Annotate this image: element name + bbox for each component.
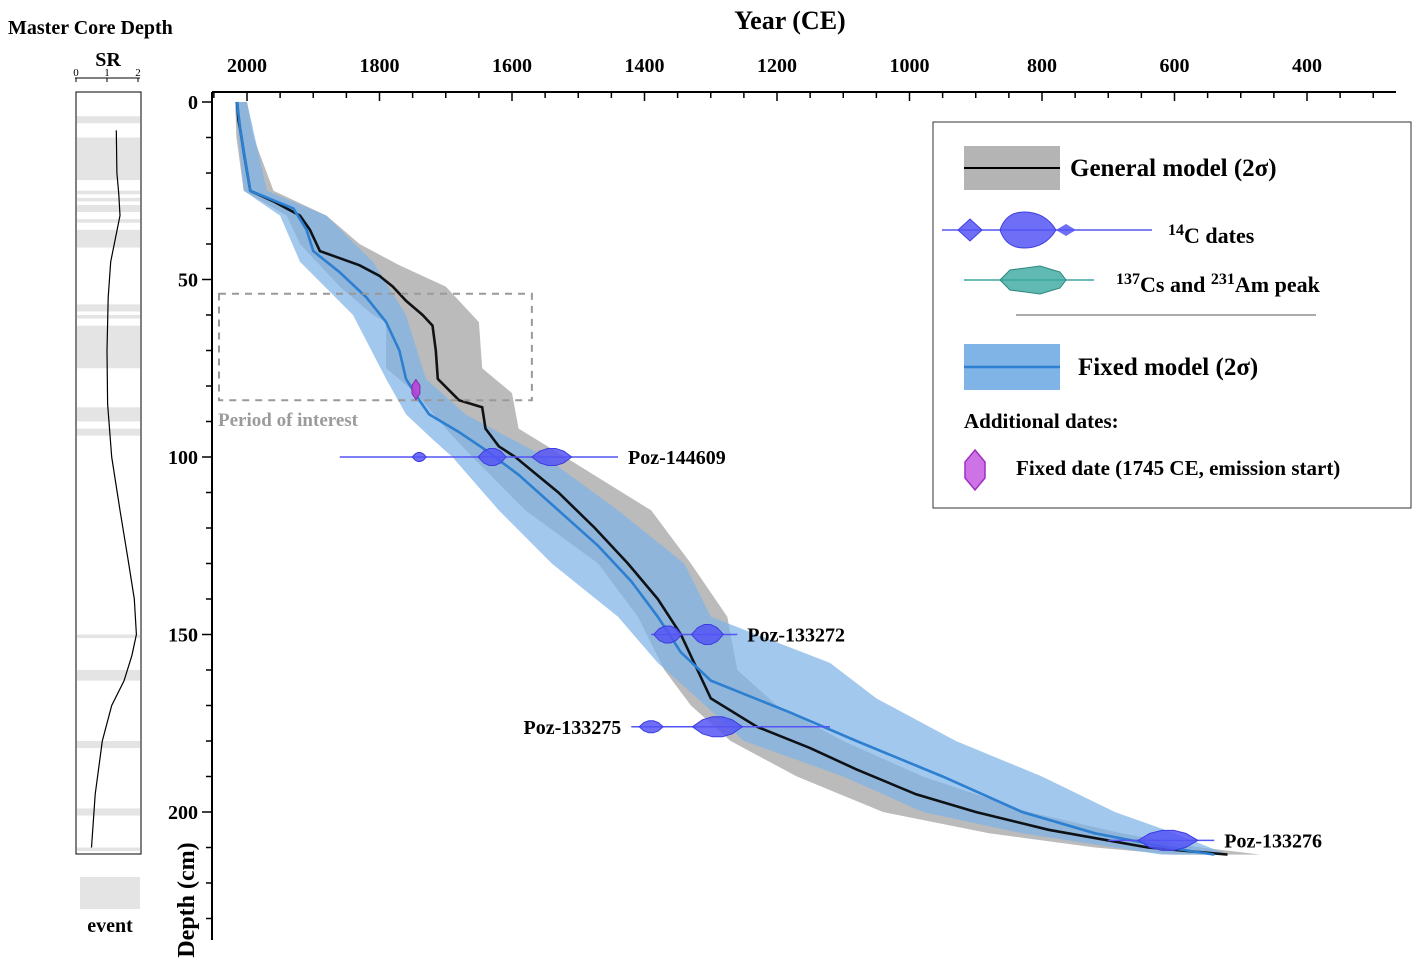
y-axis-title: Depth (cm) (174, 842, 200, 957)
c14-date-probability-lobe (411, 452, 427, 462)
legend-peaks-mid: Cs and (1140, 272, 1211, 297)
c14-date-probability-lobe (477, 448, 507, 466)
event-layer (77, 428, 140, 436)
c14-date-probability-lobe (653, 625, 683, 644)
c14-date-label: Poz-133276 (1224, 830, 1322, 852)
sr-panel-title: Master Core Depth (8, 17, 173, 39)
c14-date-Poz-133272: Poz-133272 (651, 624, 845, 647)
c14-date-label: Poz-133275 (523, 717, 621, 739)
c14-date-label: Poz-144609 (628, 447, 726, 469)
x-tick-label: 1800 (360, 55, 400, 77)
c14-date-probability-lobe (530, 448, 573, 466)
event-legend-label: event (87, 915, 133, 937)
c14-date-probability-lobe (690, 624, 725, 645)
period-of-interest-label: Period of interest (218, 410, 359, 431)
x-tick-label: 1600 (492, 55, 532, 77)
sr-event-layers (77, 116, 140, 852)
legend-additional-dates-label: Additional dates: (964, 409, 1119, 433)
legend-peaks-sup1: 137 (1116, 271, 1140, 288)
sr-x-tick-label: 2 (135, 67, 141, 79)
event-layer (77, 634, 140, 639)
x-tick-label: 1200 (757, 55, 797, 77)
legend-c14-label: 14C dates (1168, 222, 1255, 248)
fixed-date-diamond (411, 378, 421, 401)
sr-panel-frame (75, 91, 142, 855)
model-bands (235, 102, 1261, 855)
legend-general-model-label: General model (2σ) (1070, 155, 1277, 182)
sr-curve (90, 130, 138, 848)
legend-peaks-label: 137Cs and 231Am peak (1116, 271, 1321, 297)
fixed-date-marker (411, 378, 421, 401)
sr-panel-label: SR (95, 49, 121, 71)
event-layer (77, 315, 140, 319)
y-tick-label: 150 (168, 625, 198, 647)
x-tick-label: 800 (1027, 55, 1057, 77)
legend-fixed-model-label: Fixed model (2σ) (1078, 354, 1258, 381)
event-layer (77, 741, 140, 749)
y-tick-label: 100 (168, 447, 198, 469)
event-layer (77, 229, 140, 248)
c14-date-probability-lobe (1136, 829, 1199, 851)
x-tick-label: 600 (1160, 55, 1190, 77)
legend-peak-swatch (964, 265, 1094, 295)
legend-c14-swatch (942, 211, 1152, 249)
c14-dates: Poz-144609 Poz-133272 Poz-133275 Poz-133276 (339, 447, 1322, 852)
legend-peaks-rest: Am peak (1235, 272, 1321, 297)
c14-date-label: Poz-133272 (747, 625, 845, 647)
x-tick-label: 2000 (227, 55, 267, 77)
sr-x-tick-label: 0 (73, 67, 79, 79)
sr-x-ticks: 0 1 2 (73, 67, 141, 82)
event-layer (77, 847, 140, 852)
legend: General model (2σ) 14C dates 137Cs and 2… (932, 121, 1412, 509)
event-legend-swatch (80, 877, 140, 909)
c14-date-Poz-133275: Poz-133275 (523, 716, 830, 739)
x-tick-label: 1000 (890, 55, 930, 77)
event-layer (77, 204, 140, 213)
legend-fixed-date-swatch (964, 448, 986, 492)
legend-peaks-sup2: 231 (1211, 271, 1235, 288)
sr-panel: Master Core Depth SR 0 1 2 event (8, 17, 173, 937)
event-layer (77, 197, 140, 202)
axes: 2000 1800 1600 1400 1200 1000 800 600 400 0 50 100 1… (168, 55, 1396, 940)
y-tick-label: 50 (178, 270, 198, 292)
c14-date-Poz-133276: Poz-133276 (1108, 829, 1322, 852)
general-model-median (235, 101, 1228, 856)
x-tick-label: 400 (1292, 55, 1322, 77)
main-panel: Year (CE) Depth (cm) Period of interest … (168, 6, 1396, 958)
event-layer (77, 137, 140, 181)
c14-date-probability-lobe (638, 720, 664, 734)
legend-c14-sup: 14 (1168, 222, 1184, 239)
x-tick-label: 1400 (625, 55, 665, 77)
event-layer (77, 116, 140, 124)
y-tick-label: 0 (188, 92, 198, 114)
legend-fixed-date-label: Fixed date (1745 CE, emission start) (1016, 456, 1340, 480)
event-layer (77, 808, 140, 816)
event-layer (77, 670, 140, 681)
x-axis-title: Year (CE) (734, 6, 845, 35)
fixed-model-band (235, 102, 1228, 855)
event-layer (77, 219, 140, 223)
period-of-interest-box (218, 292, 533, 402)
y-tick-label: 200 (168, 802, 198, 824)
legend-c14-rest: C dates (1184, 223, 1255, 248)
event-layer (77, 190, 140, 195)
event-layer (77, 325, 140, 369)
c14-date-probability-lobe (691, 716, 744, 738)
c14-date-Poz-144609: Poz-144609 (339, 447, 726, 469)
sr-x-tick-label: 1 (104, 67, 110, 79)
